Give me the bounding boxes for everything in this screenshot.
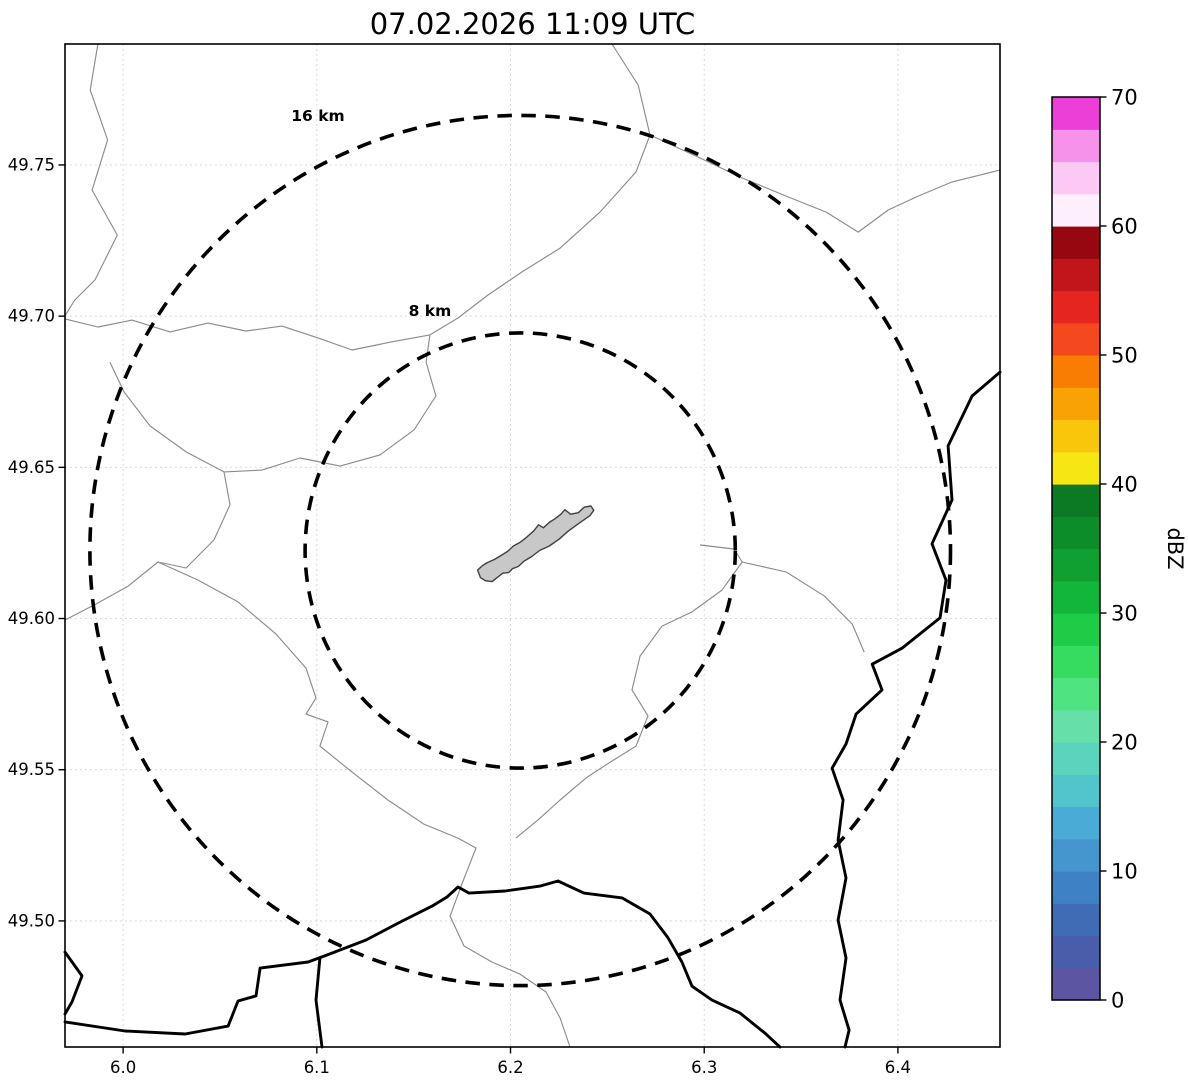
plot-title: 07.02.2026 11:09 UTC [369,7,696,41]
colorbar-band [1052,935,1100,969]
colorbar-frame [1051,96,1101,1001]
colorbar-band [1052,355,1100,388]
colorbar-tick-label: 30 [1111,602,1138,626]
colorbar-tick-label: 70 [1111,86,1138,110]
colorbar-band [1052,838,1100,872]
colorbar-band [1052,419,1100,453]
colorbar-band [1052,742,1100,775]
y-tick-label: 49.60 [8,609,55,628]
colorbar-tick-label: 20 [1111,731,1138,755]
admin-boundary-line [429,43,651,336]
y-tick-label: 49.70 [8,307,55,326]
y-tick-label: 49.65 [8,458,55,477]
colorbar-band [1052,806,1100,840]
colorbar-band [1052,161,1100,195]
colorbar-tick-label: 10 [1111,860,1138,884]
colorbar-band [1052,871,1100,904]
x-tick-label: 6.3 [691,1058,717,1077]
range-ring-label-8km: 8 km [409,302,452,320]
colorbar-band [1052,129,1100,163]
x-tick-label: 6.1 [304,1058,330,1077]
y-tick-label: 49.55 [8,760,55,779]
colorbar-band [1052,548,1100,582]
plot-frame [64,43,1001,1048]
range-ring-label-16km: 16 km [291,107,344,125]
x-tick-label: 6.2 [497,1058,523,1077]
urban-area-polygon [476,505,595,583]
colorbar: 0 10 20 30 40 50 60 70 dBZ [1051,86,1187,1013]
colorbar-band [1052,516,1100,550]
colorbar-unit-label: dBZ [1163,527,1187,569]
country-border-line [314,956,324,1049]
admin-boundary-line [64,318,431,351]
colorbar-band [1052,451,1100,485]
colorbar-band [1052,580,1100,614]
axis-tick-marks [58,164,899,1054]
country-border-line [63,879,782,1049]
colorbar-band [1052,613,1100,646]
country-border-line [63,950,84,1016]
admin-boundary-lines [64,43,1001,1048]
colorbar-band [1052,484,1100,517]
colorbar-band [1052,967,1100,1001]
colorbar-tick-label: 50 [1111,344,1138,368]
admin-boundary-line [649,134,1001,233]
colorbar-band [1052,709,1100,743]
y-tick-label: 49.50 [8,911,55,930]
colorbar-band [1052,645,1100,679]
colorbar-band [1052,97,1100,130]
x-tick-label: 6.4 [885,1058,911,1077]
range-ring-8km [303,331,738,770]
x-tick-label: 6.0 [110,1058,136,1077]
colorbar-band [1052,258,1100,292]
admin-boundary-line [742,561,865,653]
y-tick-label: 49.75 [8,155,55,174]
colorbar-band [1052,387,1100,421]
country-border-lines [63,370,1002,1049]
colorbar-band [1052,226,1100,259]
colorbar-band [1052,322,1100,356]
admin-boundary-line [109,334,437,473]
colorbar-band [1052,774,1100,808]
admin-boundary-line [515,544,743,839]
colorbar-band [1052,193,1100,227]
country-border-line [830,370,1002,1049]
admin-boundary-line [64,471,231,621]
colorbar-tick-label: 60 [1111,215,1138,239]
colorbar-tick-label: 0 [1111,989,1124,1013]
admin-boundary-line [157,561,571,1048]
range-ring-16km [88,113,953,988]
colorbar-band [1052,290,1100,324]
colorbar-band [1052,903,1100,937]
colorbar-tick-label: 40 [1111,473,1138,497]
admin-boundary-line [64,43,118,317]
colorbar-band [1052,677,1100,711]
